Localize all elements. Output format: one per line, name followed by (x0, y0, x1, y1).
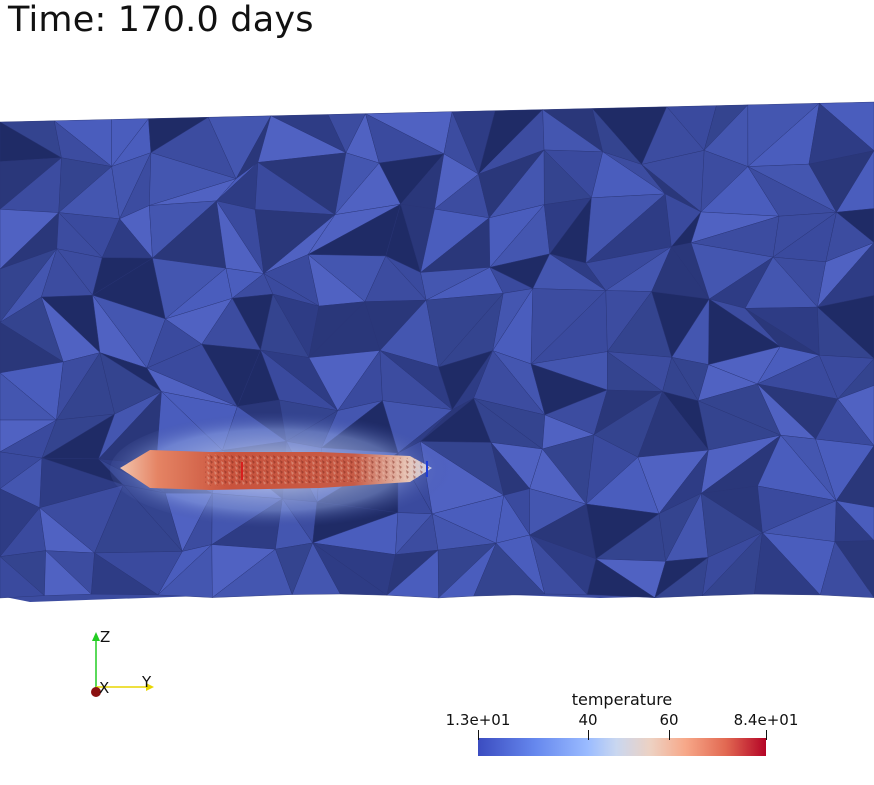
orientation-axes: Z Y X (80, 625, 170, 705)
mesh-facet (312, 542, 388, 596)
legend-tick-label: 8.4e+01 (733, 711, 799, 729)
mesh-facet (0, 556, 45, 599)
axis-x-label: X (99, 679, 110, 697)
temperature-plume (110, 412, 470, 528)
legend-tick (478, 730, 479, 740)
mesh-facet (819, 541, 874, 598)
mesh-facet (44, 550, 92, 596)
legend-tick-label: 60 (659, 711, 679, 729)
axes-icon (91, 632, 154, 697)
legend-tick-label: 1.3e+01 (445, 711, 511, 729)
mesh-facet (529, 534, 588, 595)
mesh-facets (0, 101, 874, 599)
mesh-facet (473, 542, 546, 597)
axis-y-label: Y (142, 673, 152, 691)
temperature-legend: temperature 1.3e+01 40 60 8.4e+01 (440, 690, 800, 770)
legend-tick-label: 40 (578, 711, 598, 729)
legend-tick (766, 730, 767, 740)
mesh-facet (754, 532, 821, 596)
mesh-facet (91, 552, 159, 596)
time-label: Time: 170.0 days (8, 0, 314, 40)
colorbar (478, 738, 766, 756)
legend-tick (588, 730, 589, 740)
axis-z-label: Z (100, 628, 111, 646)
legend-title: temperature (571, 690, 673, 709)
well-markers (241, 461, 428, 480)
mesh-facet (586, 558, 656, 598)
legend-tick (669, 730, 670, 740)
